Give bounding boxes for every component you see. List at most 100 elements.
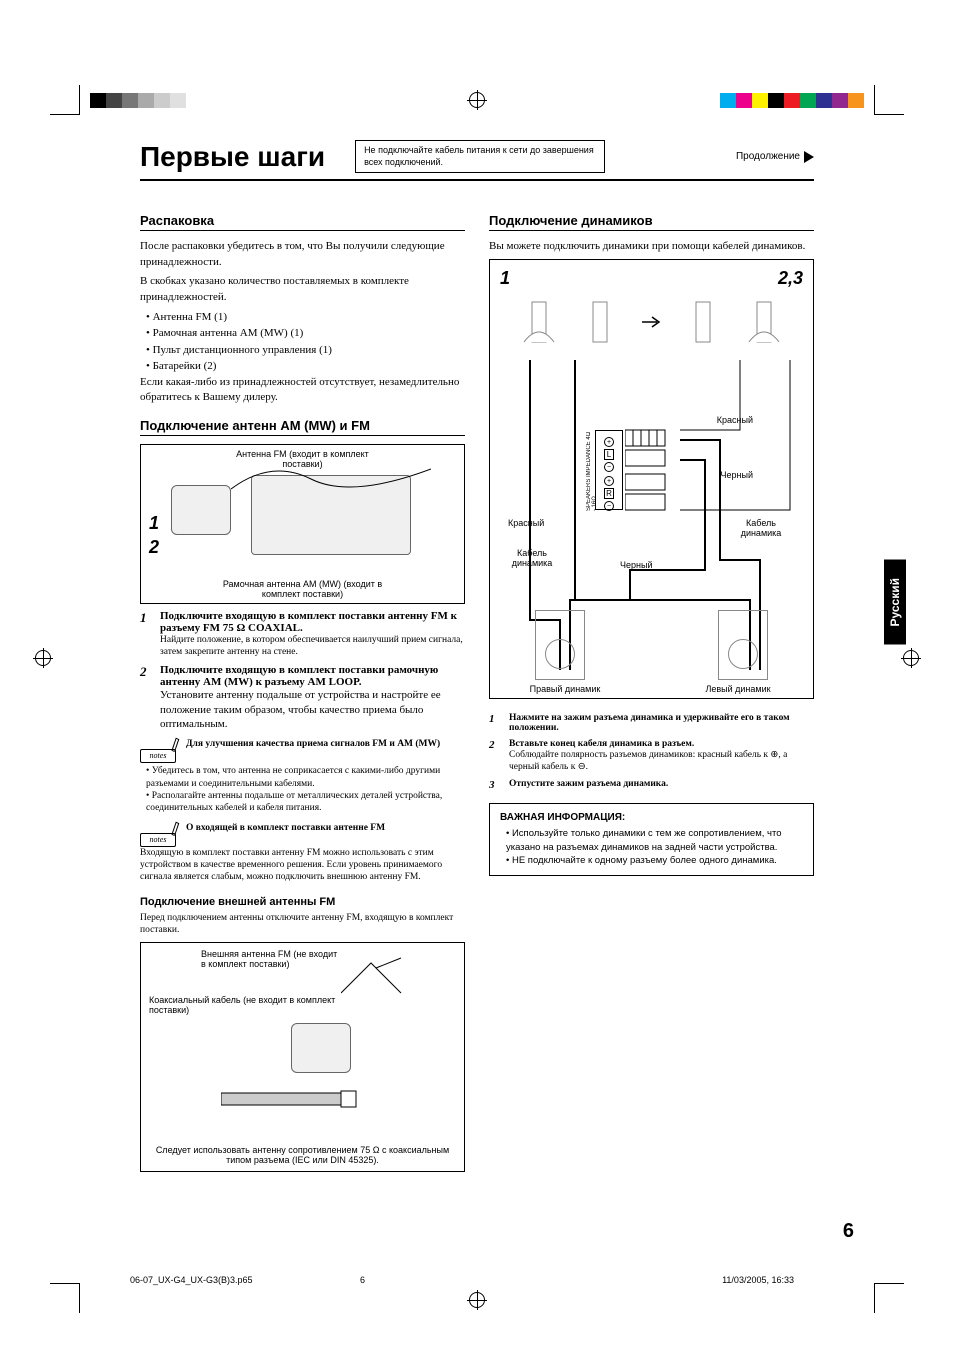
diagram-label: Следует использовать антенну сопротивлен… (151, 1145, 454, 1165)
label-left-speaker: Левый динамик (693, 684, 783, 694)
important-info-box: ВАЖНАЯ ИНФОРМАЦИЯ: Используйте только ди… (489, 803, 814, 876)
step-title: Нажмите на зажим разъема динамика и удер… (509, 713, 814, 733)
coax-cable-icon (221, 1083, 361, 1123)
registration-mark (35, 650, 51, 666)
color-swatch (816, 93, 832, 108)
color-swatch (800, 93, 816, 108)
color-bar-left (90, 93, 202, 108)
color-swatch (122, 93, 138, 108)
color-bar-right (720, 93, 864, 108)
diagram-label: Внешняя антенна FM (не входит в комплект… (201, 949, 341, 969)
registration-mark (469, 92, 485, 108)
crop-mark (874, 85, 904, 115)
hand-icon (678, 292, 728, 352)
notes-list: Убедитесь в том, что антенна не соприкас… (140, 765, 465, 814)
warning-box: Не подключайте кабель питания к сети до … (355, 140, 605, 173)
color-swatch (720, 93, 736, 108)
list-item: Убедитесь в том, что антенна не соприкас… (146, 765, 465, 790)
footer-filename: 06-07_UX-G4_UX-G3(B)3.p65 (130, 1275, 253, 1285)
diagram-label: Рамочная антенна AM (MW) (входит в компл… (203, 579, 403, 599)
diagram-step-num: 1 (149, 513, 159, 534)
step-3: 3 Отпустите зажим разъема динамика. (489, 779, 814, 791)
label-right-speaker: Правый динамик (520, 684, 610, 694)
crop-mark (50, 1283, 80, 1313)
section-external-fm: Подключение внешней антенны FM (140, 896, 465, 908)
body-text: После распаковки убедитесь в том, что Вы… (140, 239, 465, 270)
section-unpacking: Распаковка (140, 213, 465, 231)
language-tab: Русский (884, 560, 906, 645)
left-speaker-icon (718, 610, 768, 680)
color-swatch (90, 93, 106, 108)
antenna-icon (341, 953, 441, 1003)
step-number: 2 (140, 664, 160, 731)
diagram-step-num: 2 (149, 537, 159, 558)
color-swatch (768, 93, 784, 108)
step-2: 2 Вставьте конец кабеля динамика в разъе… (489, 739, 814, 774)
external-antenna-diagram: Внешняя антенна FM (не входит в комплект… (140, 942, 465, 1172)
right-speaker-icon (535, 610, 585, 680)
crop-mark (50, 85, 80, 115)
body-text: Если какая-либо из принадлежностей отсут… (140, 375, 465, 406)
list-item: Пульт дистанционного управления (1) (146, 342, 465, 359)
color-swatch (154, 93, 170, 108)
continuation-text: Продолжение (736, 151, 800, 162)
left-column: Распаковка После распаковки убедитесь в … (140, 201, 465, 1172)
step-title: Вставьте конец кабеля динамика в разъем. (509, 739, 814, 749)
color-swatch (832, 93, 848, 108)
color-swatch (848, 93, 864, 108)
step-1: 1 Подключите входящую в комплект поставк… (140, 610, 465, 659)
page-title: Первые шаги (140, 141, 325, 173)
list-item: Батарейки (2) (146, 358, 465, 375)
diagram-label: Коаксиальный кабель (не входит в комплек… (149, 995, 349, 1015)
list-item: НЕ подключайте к одному разъему более од… (506, 854, 803, 867)
color-swatch (736, 93, 752, 108)
crop-mark (874, 1283, 904, 1313)
notes-text: Входящую в комплект поставки антенну FM … (140, 847, 465, 884)
step-number: 3 (489, 779, 509, 791)
notes-title: Для улучшения качества приема сигналов F… (186, 739, 465, 749)
list-item: Рамочная антенна AM (MW) (1) (146, 325, 465, 342)
color-swatch (752, 93, 768, 108)
step-subtext: Найдите положение, в котором обеспечивае… (160, 634, 465, 659)
hand-icon (575, 292, 625, 352)
page-header: Первые шаги Не подключайте кабель питани… (140, 140, 814, 181)
speaker-diagram: 1 2,3 SPEAKERS IMPEDANCE 4Ω - 16Ω + (489, 259, 814, 699)
color-swatch (106, 93, 122, 108)
color-swatch (170, 93, 186, 108)
step-number: 1 (140, 610, 160, 659)
list-item: Используйте только динамики с тем же соп… (506, 827, 803, 854)
page-number: 6 (843, 1220, 854, 1243)
registration-mark (903, 650, 919, 666)
notes-title: О входящей в комплект поставки антенне F… (186, 823, 465, 833)
body-text: Перед подключением антенны отключите ант… (140, 912, 465, 937)
step-text: Установите антенну подальше от устройств… (160, 688, 465, 731)
step-title: Отпустите зажим разъема динамика. (509, 779, 814, 789)
section-antenna: Подключение антенн AM (MW) и FM (140, 418, 465, 436)
hand-icon (739, 292, 789, 352)
hand-icon (514, 292, 564, 352)
registration-mark (469, 1292, 485, 1308)
body-text: В скобках указано количество поставляемы… (140, 274, 465, 305)
antenna-diagram: Антенна FM (входит в комплект поставки) … (140, 444, 465, 604)
step-text: Соблюдайте полярность разъемов динамиков… (509, 749, 814, 774)
continuation-label: Продолжение (736, 151, 814, 163)
step-2: 2 Подключите входящую в комплект поставк… (140, 664, 465, 731)
step-number: 1 (489, 713, 509, 733)
section-speakers: Подключение динамиков (489, 213, 814, 231)
body-text: Вы можете подключить динамики при помощи… (489, 239, 814, 254)
step-1: 1 Нажмите на зажим разъема динамика и уд… (489, 713, 814, 733)
info-title: ВАЖНАЯ ИНФОРМАЦИЯ: (500, 812, 803, 823)
arrow-icon (637, 292, 667, 352)
step-title: Подключите входящую в комплект поставки … (160, 610, 465, 634)
diagram-step-num: 2,3 (778, 268, 803, 289)
footer-date: 11/03/2005, 16:33 (722, 1275, 794, 1285)
diagram-step-num: 1 (500, 268, 510, 289)
right-column: Подключение динамиков Вы можете подключи… (489, 201, 814, 1172)
footer-page: 6 (360, 1275, 365, 1285)
step-title: Подключите входящую в комплект поставки … (160, 664, 465, 688)
list-item: Антенна FM (1) (146, 309, 465, 326)
notes-icon: notes (140, 739, 180, 763)
step-number: 2 (489, 739, 509, 774)
notes-icon: notes (140, 823, 180, 847)
antenna-wire-icon (231, 459, 431, 499)
